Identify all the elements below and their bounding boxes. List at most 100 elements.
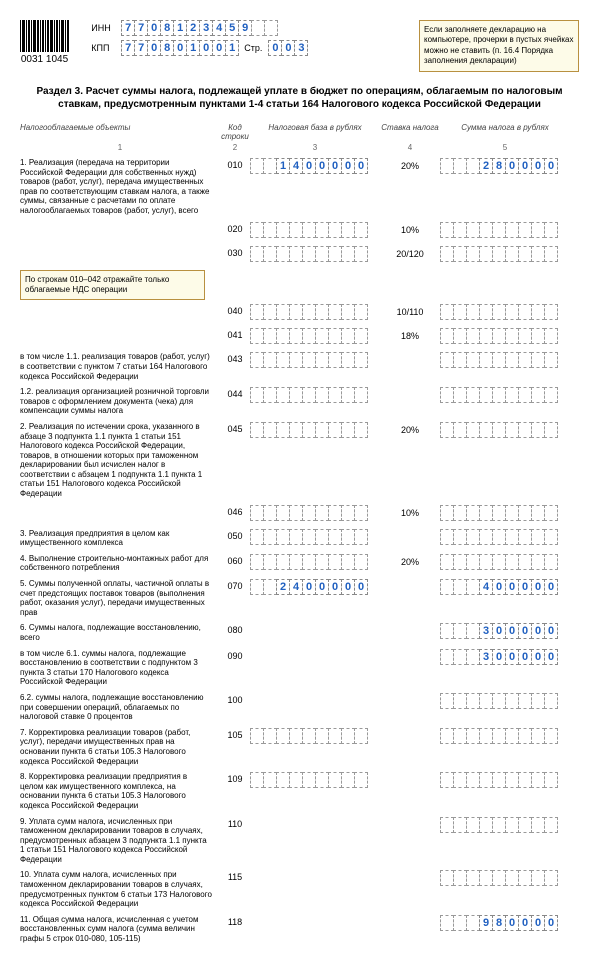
row-rate <box>380 649 440 652</box>
row-base <box>250 505 380 521</box>
cell <box>315 505 329 521</box>
cell <box>302 529 316 545</box>
table-row: 04610% <box>20 505 579 523</box>
row-code: 041 <box>220 328 250 340</box>
cell <box>531 728 545 744</box>
cell <box>264 20 278 36</box>
cell: 0 <box>315 158 329 174</box>
cell <box>518 870 532 886</box>
callout-010-042: По строкам 010–042 отражайте только обла… <box>20 270 205 301</box>
cell <box>440 579 454 595</box>
cell <box>276 328 290 344</box>
table-row: в том числе 1.1. реализация товаров (раб… <box>20 352 579 381</box>
cell <box>289 554 303 570</box>
cell: 7 <box>121 20 135 36</box>
cell: 0 <box>199 40 213 56</box>
cell <box>354 328 368 344</box>
inn-cells: 7708123459 <box>121 20 277 36</box>
row-rate: 20% <box>380 554 440 567</box>
cell <box>453 387 467 403</box>
cell <box>531 554 545 570</box>
cell <box>518 222 532 238</box>
cell <box>354 246 368 262</box>
cell <box>544 422 558 438</box>
cell <box>492 222 506 238</box>
row-desc: 5. Суммы полученной оплаты, частичной оп… <box>20 579 220 617</box>
row-base <box>250 387 380 403</box>
cell: 0 <box>354 158 368 174</box>
cell <box>518 554 532 570</box>
cell <box>250 772 264 788</box>
cell <box>466 505 480 521</box>
cell <box>505 387 519 403</box>
cell <box>315 728 329 744</box>
cell <box>531 387 545 403</box>
cell <box>251 20 265 36</box>
cell <box>440 529 454 545</box>
row-rate <box>380 817 440 820</box>
cell <box>302 772 316 788</box>
table-row: 6.2. суммы налога, подлежащие восстановл… <box>20 693 579 722</box>
cell: 8 <box>492 158 506 174</box>
cell <box>302 728 316 744</box>
cell <box>354 387 368 403</box>
cell <box>505 222 519 238</box>
cell <box>315 422 329 438</box>
cell: 9 <box>479 915 493 931</box>
cell <box>505 817 519 833</box>
cell <box>341 772 355 788</box>
table-row: 8. Корректировка реализации предприятия … <box>20 772 579 810</box>
cell <box>250 529 264 545</box>
cell <box>544 387 558 403</box>
cell <box>453 422 467 438</box>
cell <box>492 304 506 320</box>
cell <box>250 328 264 344</box>
row-code: 060 <box>220 554 250 566</box>
cell <box>466 649 480 665</box>
cell <box>315 772 329 788</box>
row-code: 080 <box>220 623 250 635</box>
cell <box>466 352 480 368</box>
row-base: 1400000 <box>250 158 380 174</box>
cell: 3 <box>479 649 493 665</box>
cell <box>440 387 454 403</box>
cell <box>354 554 368 570</box>
cell <box>518 817 532 833</box>
cell: 3 <box>199 20 213 36</box>
cell <box>302 554 316 570</box>
cell <box>505 772 519 788</box>
cell <box>544 505 558 521</box>
header-note: Если заполняете декларацию на компьютере… <box>419 20 579 72</box>
cell <box>479 422 493 438</box>
row-code: 046 <box>220 505 250 517</box>
cell <box>263 529 277 545</box>
row-rate <box>380 915 440 918</box>
cell <box>453 554 467 570</box>
cell <box>453 505 467 521</box>
cell <box>479 693 493 709</box>
cell: 3 <box>479 623 493 639</box>
cell <box>302 505 316 521</box>
cell <box>315 352 329 368</box>
table-row: 5. Суммы полученной оплаты, частичной оп… <box>20 579 579 617</box>
cell <box>479 505 493 521</box>
cell <box>289 529 303 545</box>
row-sum <box>440 817 570 833</box>
cell <box>531 870 545 886</box>
cell <box>479 817 493 833</box>
cell <box>315 246 329 262</box>
row-sum <box>440 328 570 344</box>
cell <box>466 304 480 320</box>
cell <box>492 387 506 403</box>
cell <box>544 246 558 262</box>
cell <box>341 554 355 570</box>
cell <box>440 623 454 639</box>
row-sum <box>440 529 570 545</box>
row-base <box>250 529 380 545</box>
row-base: 2400000 <box>250 579 380 595</box>
row-rate <box>380 387 440 390</box>
cell <box>531 222 545 238</box>
cell <box>453 579 467 595</box>
cell <box>440 505 454 521</box>
cell: 0 <box>492 579 506 595</box>
